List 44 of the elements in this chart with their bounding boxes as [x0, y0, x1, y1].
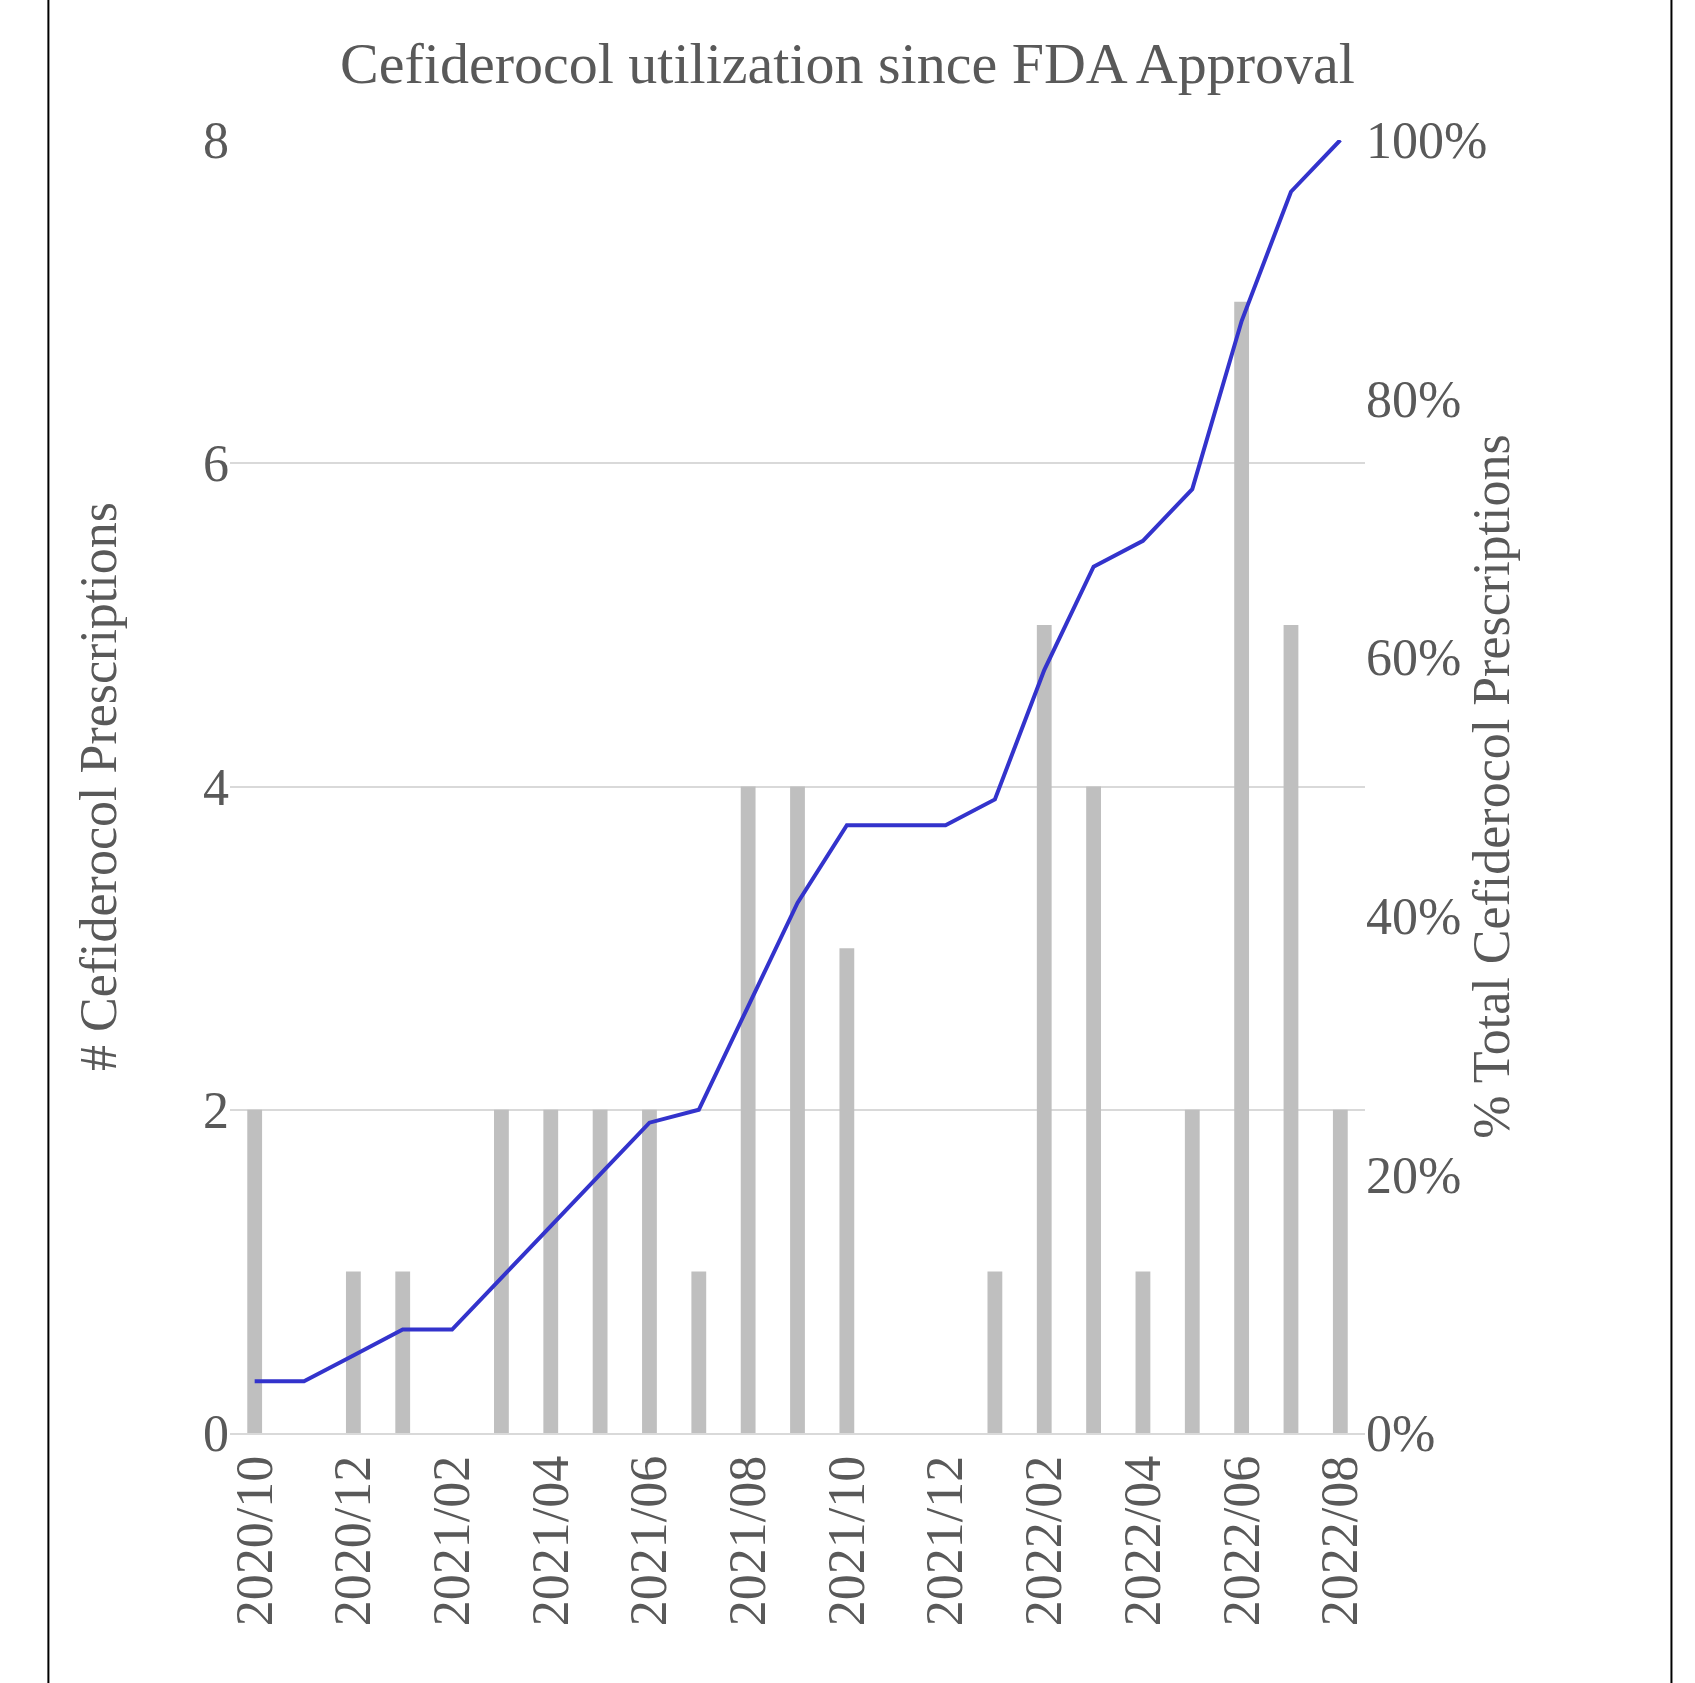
x-tick-label: 2020/12: [324, 1455, 382, 1627]
x-tick-label: 2021/04: [521, 1455, 579, 1627]
y2-tick-label: 40%: [1366, 888, 1462, 945]
line-series: [252, 140, 1343, 1384]
bar: [691, 1271, 707, 1433]
y2-tick-label: 0%: [1366, 1405, 1436, 1463]
bar: [1234, 301, 1250, 1433]
x-tick-label: 2021/06: [620, 1455, 678, 1627]
bar: [740, 786, 756, 1433]
x-tick-label: 2022/08: [1311, 1455, 1369, 1627]
y2-axis-title: % Total Cefiderocol Prescriptions: [1463, 434, 1521, 1139]
x-tick-label: 2021/08: [719, 1455, 777, 1627]
y-tick-label: 4: [203, 758, 229, 816]
bar: [1086, 786, 1101, 1433]
bar: [987, 1271, 1003, 1433]
bar: [1184, 1109, 1200, 1433]
y-tick-label: 8: [203, 112, 229, 170]
bar: [839, 948, 855, 1433]
x-tick-label: 2022/02: [1015, 1455, 1073, 1627]
y2-tick-label: 100%: [1366, 112, 1488, 170]
bar: [642, 1109, 657, 1433]
bar: [1036, 624, 1052, 1433]
bar: [1332, 1109, 1348, 1433]
bar: [592, 1109, 608, 1433]
bar: [543, 1109, 559, 1433]
chart-title: Cefiderocol utilization since FDA Approval: [340, 30, 1355, 96]
x-tick-label: 2021/12: [916, 1455, 974, 1627]
y2-tick-label: 80%: [1366, 370, 1462, 428]
x-tick-label: 2021/10: [817, 1455, 875, 1627]
bar: [247, 1109, 263, 1433]
y2-tick-label: 60%: [1366, 629, 1462, 687]
x-tick-label: 2021/02: [422, 1455, 480, 1627]
y-tick-label: 6: [203, 435, 229, 493]
y-axis-title: # Cefiderocol Prescriptions: [70, 502, 127, 1071]
bar: [345, 1271, 361, 1433]
bar: [494, 1109, 509, 1433]
bar: [790, 786, 805, 1433]
y2-tick-label: 20%: [1366, 1146, 1462, 1204]
bar: [395, 1271, 411, 1433]
bar: [1135, 1271, 1151, 1433]
bar: [1283, 624, 1299, 1433]
x-tick-label: 2022/06: [1212, 1455, 1270, 1627]
y-tick-label: 2: [203, 1081, 229, 1139]
x-tick-label: 2022/04: [1113, 1455, 1171, 1627]
